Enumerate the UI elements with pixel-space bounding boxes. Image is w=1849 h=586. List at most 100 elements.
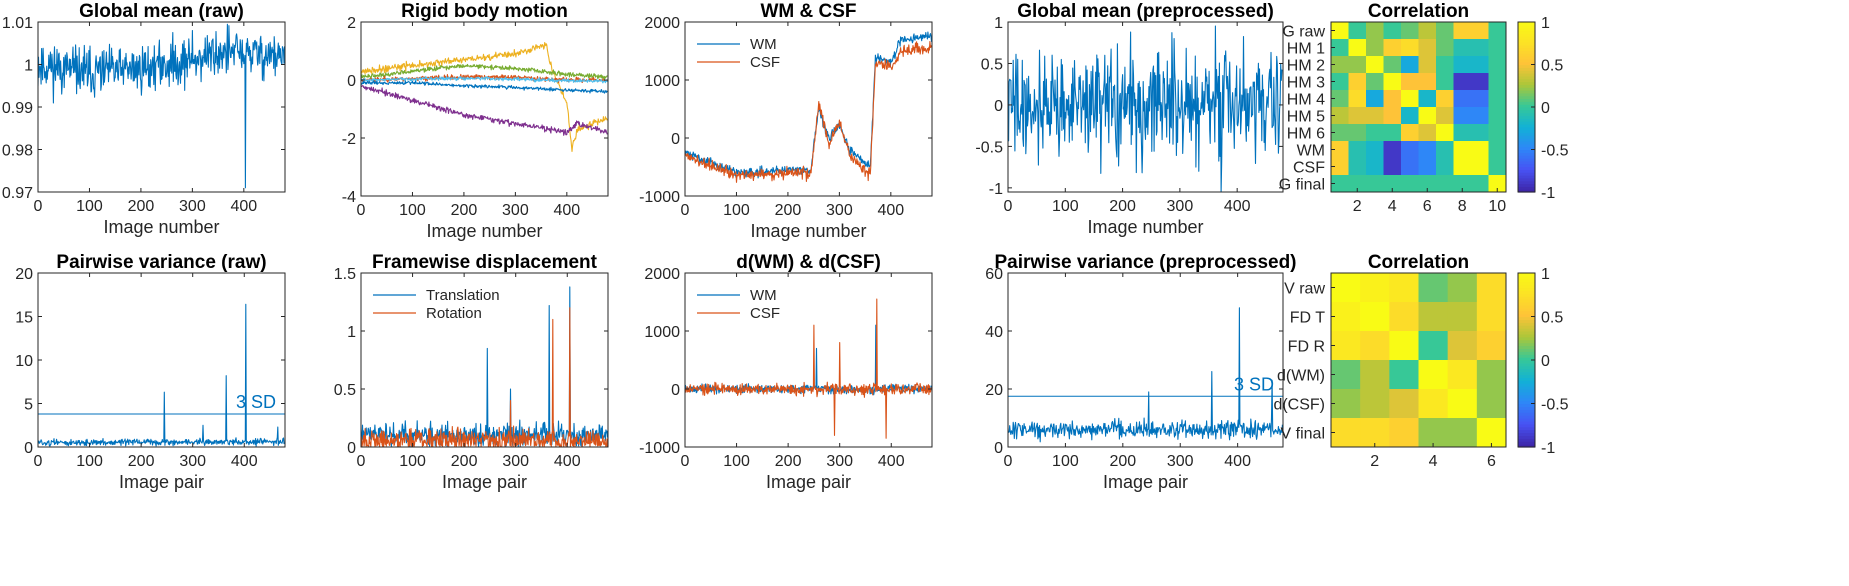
- colorbar-tick-label: -1: [1541, 185, 1555, 202]
- colorbar-segment: [1518, 177, 1535, 182]
- x-tick-label: 400: [1224, 198, 1251, 215]
- panel-title: Framewise displacement: [372, 252, 598, 273]
- heatmap-cell: [1447, 389, 1478, 419]
- colorbar-segment: [1518, 166, 1535, 170]
- colorbar-segment: [1518, 360, 1535, 364]
- x-tick-label: 300: [1167, 198, 1194, 215]
- x-tick-label: 400: [553, 202, 580, 219]
- heatmap-cell: [1488, 107, 1507, 125]
- row-label-0: V raw: [1284, 281, 1325, 298]
- panel-title: d(WM) & d(CSF): [736, 252, 881, 273]
- panel-title: Global mean (raw): [79, 1, 244, 22]
- y-tick-label: 20: [15, 266, 33, 283]
- panel-0-line: Global mean (raw) 0 100 200 300 400 0.97 0.98 0.…: [2, 1, 286, 237]
- heatmap-cell: [1401, 107, 1419, 125]
- x-tick-label: 100: [1052, 453, 1079, 470]
- series-line-1: [685, 298, 932, 439]
- colorbar-tick-label: 1: [1541, 15, 1550, 32]
- row-label-1: HM 1: [1287, 41, 1325, 58]
- colorbar-segment: [1518, 126, 1535, 131]
- y-tick-label: 20: [985, 382, 1003, 399]
- heatmap-cell: [1488, 39, 1507, 57]
- x-axis-label: Image pair: [442, 472, 527, 492]
- heatmap-cell: [1471, 56, 1489, 74]
- colorbar-segment: [1518, 92, 1535, 97]
- colorbar-segment: [1518, 333, 1535, 338]
- panel-title: Correlation: [1368, 252, 1469, 273]
- heatmap-cell: [1401, 73, 1419, 91]
- colorbar-segment: [1518, 124, 1535, 128]
- heatmap-cell: [1418, 331, 1449, 361]
- panel-1-line: Rigid body motion 0 100 200 300 400 -4 -2 0 2 Imag…: [342, 1, 609, 241]
- heatmap-cell: [1436, 124, 1454, 142]
- heatmap-cell: [1418, 273, 1449, 303]
- heatmap-cell: [1331, 39, 1349, 57]
- colorbar-segment: [1518, 325, 1535, 329]
- plot-area: [361, 22, 608, 196]
- series-line-0: [1008, 307, 1283, 443]
- heatmap-cell: [1389, 302, 1419, 332]
- heatmap-cell: [1331, 360, 1361, 390]
- colorbar-segment: [1518, 328, 1535, 332]
- x-tick-label: 400: [231, 453, 258, 470]
- x-tick-label: 400: [554, 453, 581, 470]
- colorbar-segment: [1518, 186, 1535, 190]
- heatmap-cell: [1471, 158, 1489, 176]
- panel-3-line: Global mean (preprocessed) 0 100 200 300 400 -…: [975, 1, 1284, 237]
- heatmap-cell: [1418, 124, 1437, 142]
- x-tick-label: 400: [877, 202, 904, 219]
- heatmap-cell: [1331, 175, 1349, 193]
- colorbar-segment: [1518, 275, 1535, 280]
- heatmap-cell: [1476, 360, 1507, 390]
- axes-box: [684, 21, 933, 197]
- heatmap-cell: [1348, 22, 1367, 40]
- heatmap-cell: [1418, 158, 1437, 176]
- colorbar-segment: [1518, 163, 1535, 168]
- colorbar-segment: [1518, 27, 1535, 32]
- colorbar-segment: [1518, 406, 1535, 410]
- heatmap-cell: [1348, 56, 1367, 74]
- colorbar-segment: [1518, 109, 1535, 114]
- colorbar-segment: [1518, 67, 1535, 71]
- colorbar-segment: [1518, 101, 1535, 105]
- x-tick-label: 2: [1370, 453, 1379, 470]
- row-label-5: V final: [1281, 426, 1325, 443]
- heatmap-cell: [1348, 90, 1367, 108]
- x-tick-label: 300: [179, 198, 206, 215]
- legend-entry-1: CSF: [750, 54, 780, 71]
- row-label-3: d(WM): [1277, 368, 1325, 385]
- y-tick-label: 0.5: [981, 56, 1003, 73]
- colorbar-segment: [1518, 400, 1535, 405]
- colorbar-segment: [1518, 441, 1535, 445]
- colorbar-segment: [1518, 129, 1535, 134]
- panel-title: Rigid body motion: [401, 1, 568, 22]
- y-tick-label: 0: [347, 440, 356, 457]
- heatmap-cell: [1331, 389, 1361, 419]
- heatmap-cell: [1360, 273, 1390, 303]
- heatmap-cell: [1418, 141, 1437, 159]
- legend-entry-0: WM: [750, 36, 777, 53]
- series-group: [361, 42, 608, 152]
- series-line-0: [1008, 25, 1283, 192]
- axes-box: [360, 21, 609, 197]
- colorbar-segment: [1518, 84, 1535, 88]
- panel-title: Pairwise variance (preprocessed): [994, 252, 1296, 273]
- colorbar-segment: [1518, 293, 1535, 297]
- colorbar-tick-label: -0.5: [1541, 397, 1569, 414]
- heatmap-cell: [1453, 90, 1472, 108]
- panel-title: Correlation: [1368, 1, 1469, 22]
- colorbar-segment: [1518, 365, 1535, 370]
- heatmap-cell: [1471, 39, 1489, 57]
- colorbar-segment: [1518, 56, 1535, 60]
- colorbar-segment: [1518, 115, 1535, 119]
- axes-box: [684, 272, 933, 448]
- x-tick-label: 300: [826, 202, 853, 219]
- y-tick-label: 0: [671, 382, 680, 399]
- legend-entry-0: Translation: [426, 287, 500, 304]
- heatmap-cell: [1366, 124, 1384, 142]
- heatmap-cell: [1348, 124, 1367, 142]
- x-tick-label: 300: [179, 453, 206, 470]
- heatmap-cell: [1401, 158, 1419, 176]
- x-axis-label: Image number: [1087, 217, 1203, 237]
